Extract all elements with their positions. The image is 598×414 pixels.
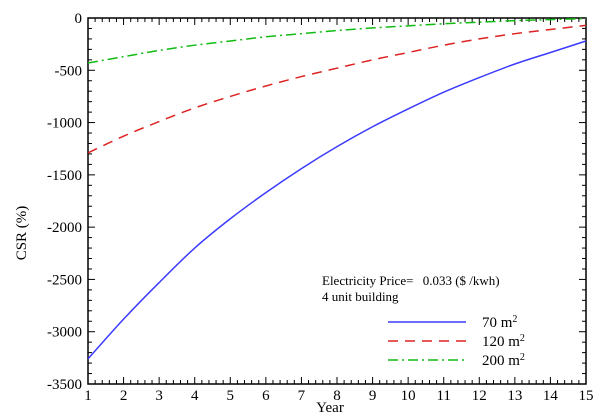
series-line-70: [87, 40, 587, 360]
y-tick-label: -500: [55, 63, 83, 79]
x-tick-label: 13: [507, 388, 522, 404]
y-tick-label: -2000: [47, 220, 82, 236]
x-tick-label: 4: [191, 388, 199, 404]
x-tick-label: 14: [543, 388, 559, 404]
annotation-price-value: 0.033 ($ /kwh): [423, 273, 500, 288]
annotation-line-1: Electricity Price= 0.033 ($ /kwh): [322, 273, 500, 288]
y-tick-label: -1000: [47, 116, 82, 132]
y-tick-label: -3500: [47, 377, 82, 393]
legend-label-120: 120 m2: [482, 333, 525, 351]
y-tick-label: -2500: [47, 272, 82, 288]
x-tick-label: 7: [298, 388, 306, 404]
x-axis-title: Year: [316, 400, 344, 414]
annotation-price-label: Electricity Price=: [322, 273, 413, 288]
y-tick-label: 0: [75, 11, 83, 27]
y-axis-title: CSR (%): [14, 206, 30, 261]
x-tick-label: 3: [155, 388, 163, 404]
x-tick-label: 9: [369, 388, 377, 404]
series-line-120: [87, 24, 587, 154]
x-tick-label: 5: [227, 388, 235, 404]
legend-label-200: 200 m2: [482, 352, 525, 370]
y-tick-label: -3000: [47, 325, 82, 341]
x-tick-label: 11: [436, 388, 450, 404]
y-tick-label: -1500: [47, 168, 82, 184]
annotation-line-2: 4 unit building: [322, 289, 399, 304]
series-line-200: [87, 17, 587, 64]
x-tick-label: 8: [333, 388, 341, 404]
legend-label-70: 70 m2: [482, 314, 517, 332]
x-tick-label: 10: [401, 388, 416, 404]
x-tick-label: 2: [120, 388, 128, 404]
x-tick-label: 1: [84, 388, 92, 404]
x-tick-label: 6: [262, 388, 270, 404]
x-tick-label: 12: [472, 388, 487, 404]
x-tick-label: 15: [579, 388, 594, 404]
